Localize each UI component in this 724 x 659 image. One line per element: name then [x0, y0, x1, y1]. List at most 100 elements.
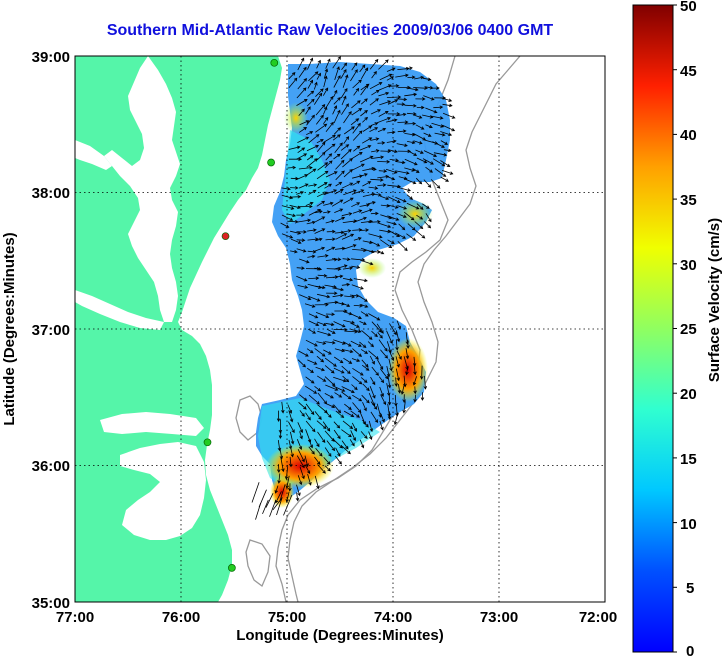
velocity-arrow: [331, 199, 344, 207]
velocity-arrow: [317, 431, 326, 443]
velocity-arrow: [407, 223, 416, 231]
velocity-arrow: [308, 276, 320, 280]
velocity-arrow: [352, 180, 361, 186]
velocity-arrow: [368, 220, 381, 224]
colorbar-tick: 40: [680, 127, 697, 144]
velocity-arrow: [299, 394, 308, 402]
velocity-arrow: [317, 293, 331, 299]
velocity-arrow: [325, 322, 335, 327]
velocity-arrow: [362, 419, 369, 428]
velocity-arrow: [307, 283, 322, 289]
velocity-arrow: [369, 82, 383, 90]
velocity-arrow: [308, 320, 320, 326]
velocity-arrow: [370, 137, 380, 141]
velocity-arrow: [305, 201, 314, 206]
velocity-arrow: [378, 376, 385, 384]
velocity-arrow: [305, 385, 318, 394]
velocity-arrow: [412, 168, 420, 173]
velocity-arrow: [298, 402, 307, 410]
velocity-arrow: [343, 169, 353, 178]
velocity-arrow: [333, 109, 341, 124]
velocity-arrow: [287, 404, 293, 414]
velocity-arrow: [402, 401, 406, 414]
velocity-arrow: [296, 153, 308, 160]
velocity-arrow: [334, 246, 346, 251]
velocity-arrow: [341, 446, 351, 455]
velocity-arrow: [323, 201, 334, 206]
velocity-arrow: [349, 293, 360, 298]
velocity-arrow: [281, 214, 294, 221]
velocity-arrow: [386, 139, 397, 144]
velocity-arrow: [368, 167, 377, 172]
velocity-arrow: [325, 58, 331, 69]
velocity-arrow: [395, 232, 407, 239]
velocity-arrow: [371, 70, 377, 79]
velocity-arrow: [335, 181, 343, 187]
velocity-arrow: [406, 339, 410, 349]
velocity-arrow: [324, 447, 332, 457]
colorbar: 50 45 40 35 30 25 20 15 10 5 0 Surface V…: [632, 0, 723, 659]
velocity-arrow: [433, 105, 444, 110]
velocity-arrow: [377, 331, 383, 339]
velocity-arrow: [251, 482, 260, 503]
velocity-arrow: [340, 87, 348, 99]
velocity-arrow: [325, 384, 339, 391]
velocity-arrow: [343, 111, 352, 124]
velocity-arrow: [304, 464, 311, 475]
velocity-arrow: [324, 393, 334, 399]
velocity-arrow: [341, 349, 354, 354]
velocity-arrow: [379, 386, 384, 398]
velocity-arrow: [323, 210, 331, 214]
velocity-arrow: [323, 457, 331, 465]
velocity-arrow: [425, 107, 438, 114]
velocity-arrow: [324, 183, 333, 189]
velocity-arrow: [343, 357, 353, 364]
velocity-arrow: [423, 132, 432, 137]
velocity-arrow: [359, 145, 372, 151]
velocity-arrow: [420, 392, 425, 401]
velocity-arrow: [324, 357, 337, 367]
velocity-arrow: [402, 394, 406, 404]
velocity-arrow: [323, 349, 332, 355]
velocity-arrow: [362, 181, 372, 187]
velocity-arrow: [430, 179, 441, 189]
velocity-arrow: [342, 257, 351, 261]
radar-station-marker: [228, 564, 236, 572]
velocity-arrow: [322, 421, 331, 432]
velocity-arrow: [371, 149, 380, 153]
velocity-arrow: [367, 341, 374, 348]
velocity-arrow: [324, 376, 336, 387]
velocity-arrow: [308, 71, 319, 82]
velocity-arrow: [333, 153, 341, 160]
velocity-arrow: [305, 168, 317, 177]
colorbar-tick: 50: [680, 0, 697, 15]
velocity-arrow: [380, 349, 389, 359]
velocity-arrow: [412, 114, 423, 119]
velocity-arrow: [296, 98, 308, 106]
velocity-arrow: [404, 92, 418, 97]
velocity-arrow: [404, 66, 413, 71]
velocity-arrow: [290, 249, 298, 254]
velocity-arrow: [395, 339, 399, 351]
colorbar-tick: 45: [680, 63, 697, 80]
james-river: [75, 290, 164, 330]
velocity-arrow: [389, 323, 397, 336]
velocity-arrow: [315, 104, 326, 116]
velocity-arrow: [370, 211, 379, 216]
velocity-arrow: [290, 447, 294, 458]
grid-lines: [75, 56, 605, 602]
velocity-arrow: [360, 84, 369, 96]
velocity-arrow: [299, 466, 305, 480]
velocity-arrow: [314, 267, 323, 271]
velocity-arrow: [315, 237, 323, 242]
velocity-arrow: [277, 440, 282, 452]
velocity-arrow: [296, 484, 301, 497]
velocity-arrow: [416, 157, 428, 164]
velocity-arrow: [314, 385, 322, 392]
velocity-arrow: [315, 88, 324, 97]
velocity-arrow: [333, 127, 342, 135]
velocity-arrow: [352, 348, 363, 357]
colorbar-tick: 25: [680, 321, 697, 338]
velocity-arrow: [352, 367, 364, 376]
velocity-arrow: [344, 403, 352, 411]
